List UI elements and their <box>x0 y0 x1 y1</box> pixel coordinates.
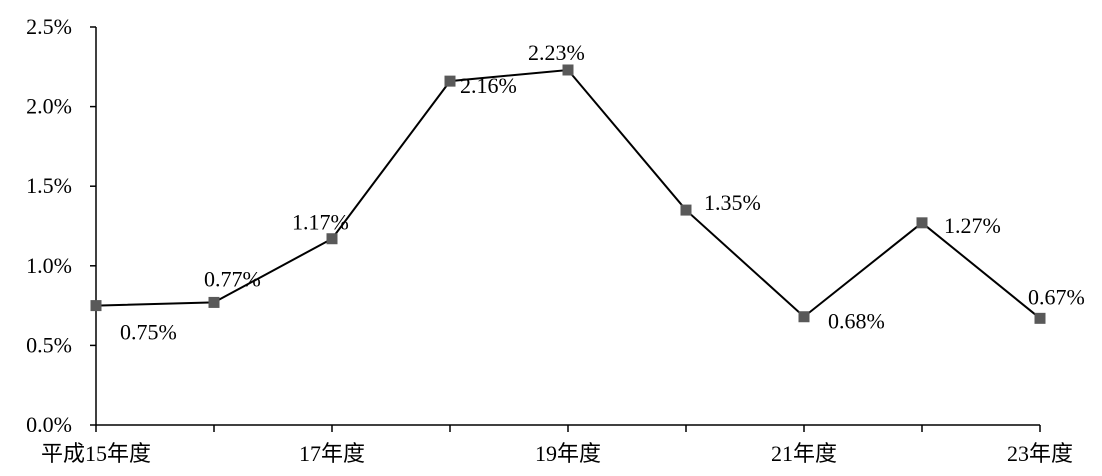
data-label: 1.35% <box>704 190 761 215</box>
y-tick-labels: 0.0% 0.5% 1.0% 1.5% 2.0% 2.5% <box>26 14 72 437</box>
x-tick-label: 17年度 <box>299 441 365 466</box>
data-point-marker <box>208 296 220 308</box>
data-point-marker <box>798 311 810 323</box>
data-label: 2.23% <box>528 40 585 65</box>
x-tick-label: 21年度 <box>771 441 837 466</box>
y-tick-label: 1.0% <box>26 253 72 278</box>
x-tick-label: 23年度 <box>1007 441 1073 466</box>
data-point-marker <box>916 217 928 229</box>
y-tick-label: 2.0% <box>26 94 72 119</box>
data-label: 0.68% <box>828 309 885 334</box>
data-label: 0.75% <box>120 320 177 345</box>
y-tick-label: 2.5% <box>26 14 72 39</box>
axes <box>90 26 1041 432</box>
y-tick-label: 1.5% <box>26 173 72 198</box>
data-label: 0.67% <box>1028 284 1085 309</box>
data-point-marker <box>1034 312 1046 324</box>
data-point-marker <box>90 300 102 312</box>
y-tick-label: 0.5% <box>26 332 72 357</box>
data-label: 1.17% <box>292 210 349 235</box>
x-tick-labels: 平成15年度 17年度 19年度 21年度 23年度 <box>41 441 1073 466</box>
data-point-marker <box>562 64 574 76</box>
data-labels: 0.75% 0.77% 1.17% 2.16% 2.23% 1.35% 0.68% 1.27%… <box>120 40 1085 345</box>
data-point-marker <box>444 75 456 87</box>
data-label: 0.77% <box>204 266 261 291</box>
data-point-marker <box>326 233 338 245</box>
data-point-marker <box>680 204 692 216</box>
y-tick-label: 0.0% <box>26 412 72 437</box>
x-tick-label: 平成15年度 <box>41 441 151 466</box>
series-markers <box>90 64 1046 324</box>
data-label: 2.16% <box>460 73 517 98</box>
x-tick-label: 19年度 <box>535 441 601 466</box>
data-label: 1.27% <box>944 213 1001 238</box>
